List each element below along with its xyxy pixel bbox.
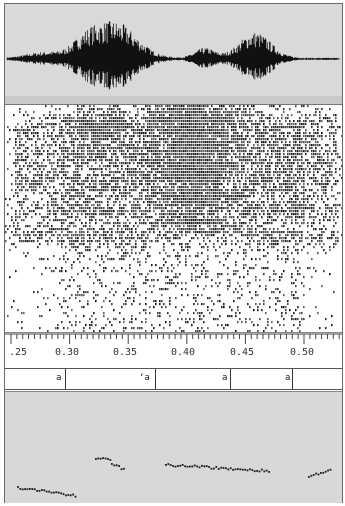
pitch-track-plot xyxy=(17,457,332,498)
interval-label[interactable]: a xyxy=(285,373,291,383)
spectrogram-plot xyxy=(5,105,342,332)
tick-label: 0.50 xyxy=(290,347,315,358)
interval-boundary[interactable] xyxy=(292,369,293,389)
tier-spacer xyxy=(5,362,342,368)
waveform-plot xyxy=(6,21,340,90)
interval-boundary[interactable] xyxy=(65,369,66,389)
tick-label: 0.40 xyxy=(171,347,196,358)
tick-label: .25 xyxy=(9,347,28,358)
spectrogram-texture xyxy=(5,105,342,332)
interval-boundary[interactable] xyxy=(230,369,231,389)
tick-label: 0.35 xyxy=(113,347,138,358)
interval-boundary[interactable] xyxy=(155,369,156,389)
axis-tick-marks xyxy=(5,333,342,344)
spectrogram-panel[interactable] xyxy=(5,105,342,332)
time-axis: .25 0.30 0.35 0.40 0.45 0.50 xyxy=(5,332,342,364)
speech-analysis-window: .25 0.30 0.35 0.40 0.45 0.50 a ʼa a a xyxy=(4,3,343,503)
waveform-panel[interactable] xyxy=(5,4,342,97)
pitch-points xyxy=(17,457,332,498)
pitch-panel[interactable] xyxy=(5,391,342,503)
time-axis-ticks xyxy=(5,333,342,344)
tick-label: 0.45 xyxy=(230,347,255,358)
annotation-tier[interactable]: a ʼa a a xyxy=(5,368,342,390)
interval-label[interactable]: a xyxy=(56,373,62,383)
interval-label[interactable]: a xyxy=(222,373,228,383)
waveform-trace xyxy=(6,21,340,90)
interval-label[interactable]: ʼa xyxy=(139,373,150,383)
panel-divider[interactable] xyxy=(5,96,342,105)
tick-label: 0.30 xyxy=(55,347,80,358)
